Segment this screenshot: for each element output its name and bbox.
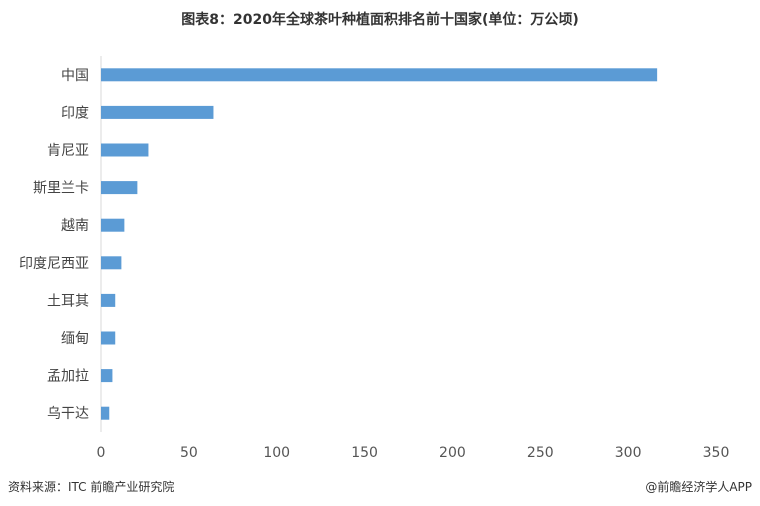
bar-1: [101, 105, 214, 119]
bar-3: [101, 181, 138, 195]
x-tick-label: 350: [703, 445, 730, 461]
category-label: 印度: [61, 105, 89, 121]
category-label: 中国: [61, 68, 89, 84]
x-tick-label: 100: [263, 445, 290, 461]
bar-9: [101, 406, 110, 420]
bar-2: [101, 143, 149, 157]
category-label: 印度尼西亚: [19, 256, 89, 272]
bar-6: [101, 293, 116, 307]
bar-4: [101, 218, 125, 232]
x-tick-label: 150: [351, 445, 378, 461]
x-tick-label: 300: [615, 445, 642, 461]
bar-7: [101, 331, 116, 345]
chart-title: 图表8：2020年全球茶叶种植面积排名前十国家(单位：万公顷): [181, 12, 579, 28]
x-tick-label: 250: [527, 445, 554, 461]
category-label: 缅甸: [61, 331, 89, 347]
category-label: 斯里兰卡: [33, 181, 89, 197]
x-tick-label: 50: [180, 445, 198, 461]
bar-8: [101, 369, 113, 383]
source-note: 资料来源：ITC 前瞻产业研究院: [8, 480, 175, 494]
category-label: 乌干达: [47, 406, 89, 422]
x-tick-label: 0: [97, 445, 106, 461]
category-label: 肯尼亚: [47, 143, 89, 159]
brand-credit: @前瞻经济学人APP: [645, 480, 752, 494]
category-label: 越南: [61, 218, 89, 234]
bar-0: [101, 68, 658, 82]
category-label: 孟加拉: [47, 369, 89, 385]
bar-5: [101, 256, 122, 270]
x-tick-label: 200: [439, 445, 466, 461]
category-label: 土耳其: [47, 293, 89, 309]
